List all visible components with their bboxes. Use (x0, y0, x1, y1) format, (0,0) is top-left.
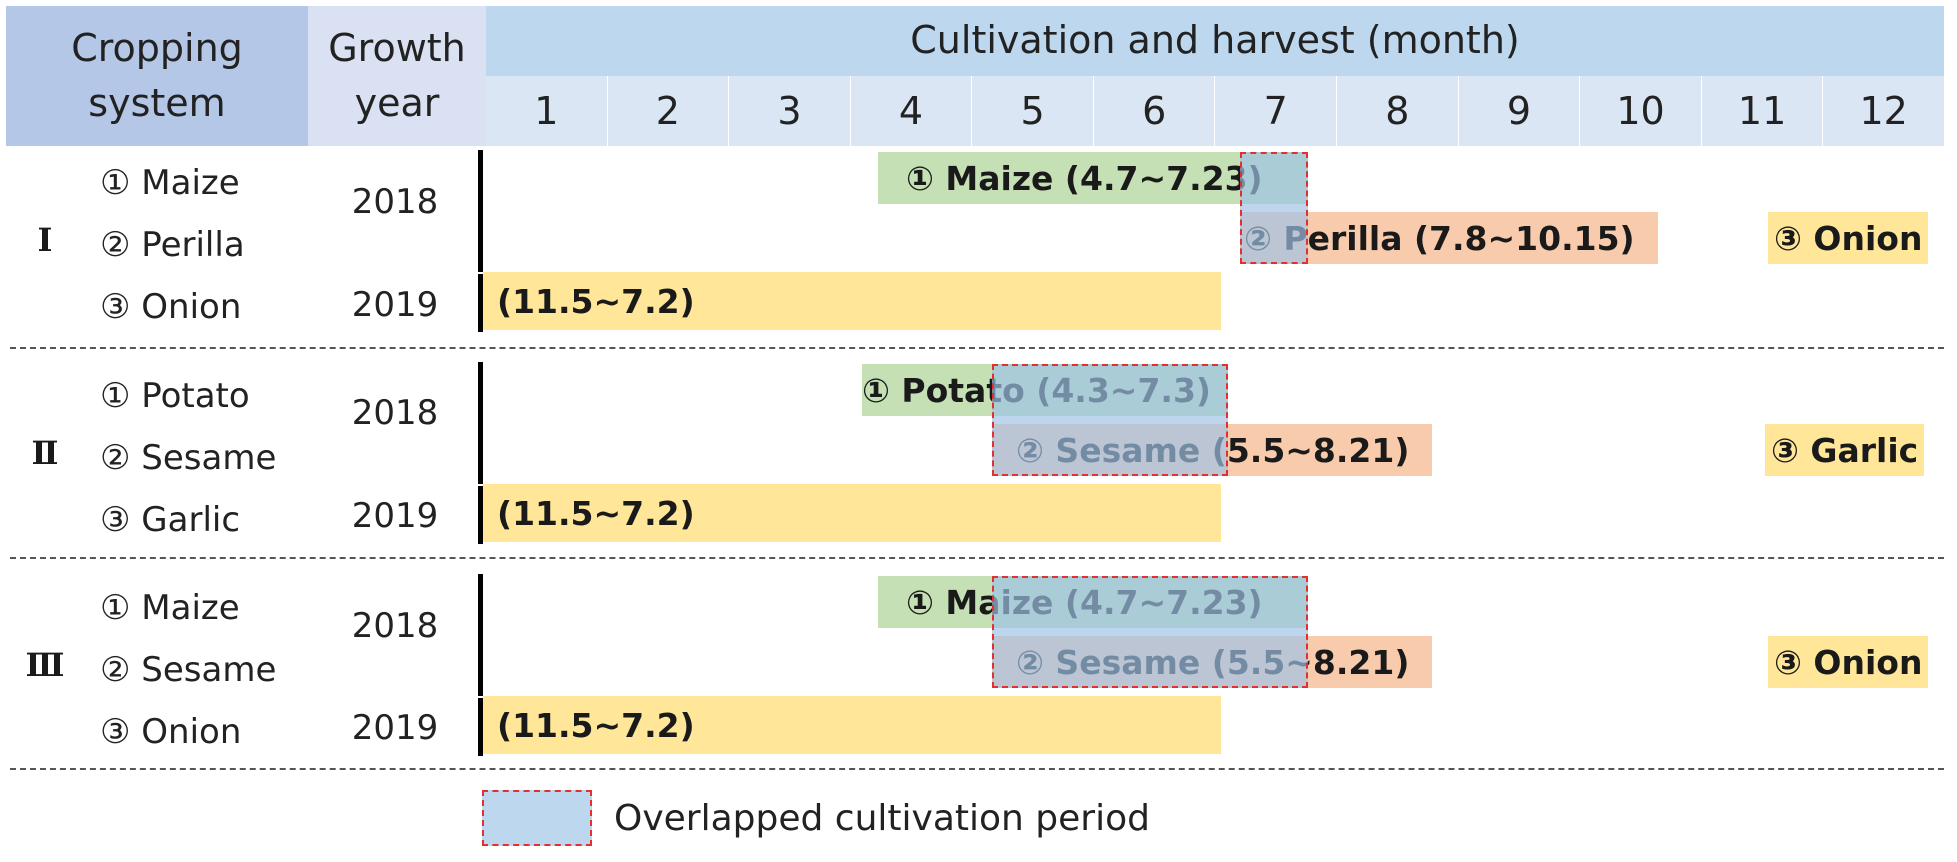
third-crop-end-label: ③ Onion (1768, 212, 1929, 264)
month-cell: 9 (1457, 76, 1580, 146)
month-header-row: 1 2 3 4 5 6 7 8 9 10 11 12 (486, 76, 1944, 146)
month-cell: 4 (849, 76, 972, 146)
overlap-marker (992, 576, 1308, 688)
legend-overlap-swatch (482, 790, 592, 846)
year-label: 2019 (351, 496, 439, 536)
year-label: 2018 (351, 606, 439, 646)
section-divider (10, 768, 1944, 770)
year-divider-bar (478, 574, 483, 696)
header-growth-year: Growth year (308, 6, 486, 146)
year-label: 2019 (351, 708, 439, 748)
crop-label: ③ Onion (100, 711, 242, 752)
month-cell: 3 (728, 76, 850, 146)
crop-label: ③ Onion (100, 286, 242, 327)
bar-third-crop: (11.5~7.2) (483, 484, 1221, 542)
month-cell: 8 (1336, 76, 1458, 146)
section-divider (10, 347, 1944, 349)
crop-label: ② Perilla (100, 224, 245, 265)
month-cell: 12 (1822, 76, 1944, 146)
header-growth-year-line1: Growth (328, 25, 466, 70)
overlap-marker (992, 364, 1228, 476)
header-growth-year-line2: year (354, 81, 440, 125)
bar-third-crop: (11.5~7.2) (483, 696, 1221, 754)
month-cell: 11 (1700, 76, 1823, 146)
crop-label: ① Potato (100, 375, 250, 416)
section-divider (10, 557, 1944, 559)
third-crop-end-label: ③ Onion (1768, 636, 1929, 688)
bar-second-crop: ② Perilla (7.8~10.15) (1240, 212, 1658, 264)
year-divider-bar (478, 150, 483, 272)
legend-overlap-label: Overlapped cultivation period (614, 797, 1150, 839)
bar-third-crop: (11.5~7.2) (483, 272, 1221, 330)
year-divider-bar (478, 362, 483, 484)
year-label: 2018 (351, 393, 439, 433)
overlap-marker (1240, 152, 1308, 264)
month-cell: 5 (971, 76, 1093, 146)
system-numeral-3: Ⅲ (25, 646, 65, 684)
year-divider-bar (478, 698, 483, 756)
header-cropping-system-line2: system (88, 81, 226, 125)
month-cell: 2 (606, 76, 729, 146)
bar-first-crop: ① Maize (4.7~7.23) (878, 152, 1308, 204)
system-numeral-2: Ⅱ (31, 434, 59, 472)
header-cropping-system-line1: Cropping (71, 25, 243, 70)
crop-label: ① Maize (100, 587, 240, 628)
month-cell: 6 (1092, 76, 1215, 146)
system-numeral-1: Ⅰ (37, 221, 53, 259)
header-title: Cultivation and harvest (month) (486, 6, 1944, 76)
third-crop-end-label: ③ Garlic (1765, 424, 1925, 476)
month-cell: 10 (1579, 76, 1701, 146)
crop-label: ② Sesame (100, 649, 277, 690)
crop-label: ③ Garlic (100, 499, 241, 540)
crop-label: ② Sesame (100, 437, 277, 478)
year-divider-bar (478, 486, 483, 544)
year-label: 2018 (351, 182, 439, 222)
year-divider-bar (478, 274, 483, 332)
header-cropping-system: Cropping system (6, 6, 308, 146)
month-cell: 7 (1214, 76, 1336, 146)
month-cell: 1 (534, 89, 559, 133)
year-label: 2019 (351, 285, 439, 325)
crop-label: ① Maize (100, 162, 240, 203)
